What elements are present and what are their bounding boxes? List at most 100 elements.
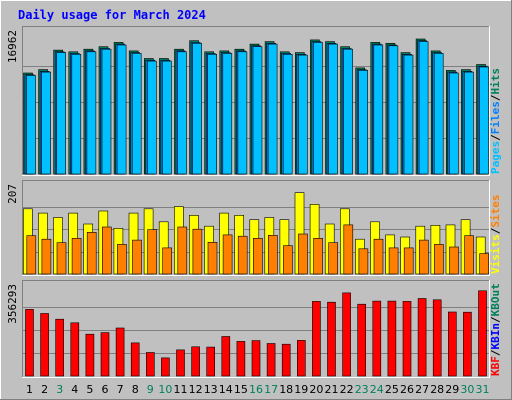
bar-kb-f-day-31	[478, 290, 487, 377]
day-label-31: 31	[476, 383, 490, 396]
bar-pages-day-15	[237, 51, 248, 175]
legend-entry: Hits	[489, 68, 502, 95]
bar-kb-f-day-14	[221, 336, 231, 377]
bar-kb-f-day-21	[327, 301, 336, 377]
bar-kb-f-day-25	[387, 300, 397, 377]
bar-sites-day-10	[162, 247, 172, 275]
bar-sites-day-25	[388, 247, 399, 275]
bar-kb-f-day-15	[236, 341, 246, 377]
bar-sites-day-3	[56, 242, 67, 275]
bar-kb-f-day-4	[70, 322, 80, 377]
panel-visits: 207 Visits/Sites	[6, 180, 502, 276]
day-label-3: 3	[56, 383, 63, 396]
bar-kb-f-day-11	[176, 349, 185, 377]
day-label-25: 25	[385, 383, 399, 396]
bar-sites-day-30	[464, 235, 474, 275]
day-label-15: 15	[234, 383, 248, 396]
bar-sites-day-21	[328, 242, 339, 275]
bar-kb-f-day-30	[463, 311, 472, 377]
bar-pages-day-19	[297, 54, 308, 175]
panel-hits-ymax-label: 16962	[6, 30, 19, 63]
bar-kb-f-day-12	[191, 346, 200, 377]
legend-entry: In	[489, 323, 502, 336]
bar-sites-day-22	[343, 224, 354, 275]
bar-kb-f-day-22	[342, 292, 351, 377]
bar-kb-f-day-5	[85, 333, 95, 377]
bar-pages-day-23	[358, 70, 369, 175]
bar-sites-day-29	[449, 246, 459, 275]
bar-sites-day-1	[26, 235, 37, 275]
bar-sites-day-31	[479, 253, 490, 275]
bar-sites-day-8	[132, 239, 142, 275]
bar-sites-day-11	[177, 226, 188, 275]
bar-pages-day-9	[147, 60, 157, 175]
panel-visits-legend: Visits/Sites	[489, 195, 502, 275]
day-label-16: 16	[249, 383, 263, 396]
legend-entry: Pages	[489, 141, 502, 174]
bar-sites-day-26	[403, 247, 414, 275]
bar-kb-f-day-7	[115, 327, 125, 377]
day-label-20: 20	[309, 383, 323, 396]
day-label-10: 10	[158, 383, 172, 396]
bar-kb-f-day-2	[40, 313, 49, 377]
day-label-28: 28	[430, 383, 444, 396]
legend-entry: /	[489, 349, 502, 356]
bar-pages-day-21	[328, 43, 338, 175]
bar-sites-day-12	[192, 228, 203, 275]
bar-pages-day-8	[131, 53, 142, 175]
bar-pages-day-5	[86, 51, 97, 175]
legend-entry: KB	[489, 362, 502, 376]
legend-entry: KB	[489, 303, 502, 317]
legend-entry: F	[489, 356, 502, 363]
day-label-5: 5	[86, 383, 93, 396]
legend-entry: /	[489, 316, 502, 323]
legend-entry: Sites	[489, 195, 502, 228]
bar-pages-day-31	[479, 66, 489, 175]
bar-pages-day-25	[388, 45, 399, 175]
legend-entry: Visits	[489, 234, 502, 274]
bar-pages-day-6	[101, 48, 112, 175]
bar-sites-day-19	[298, 233, 308, 275]
bar-pages-day-2	[41, 71, 51, 175]
bar-pages-day-22	[343, 48, 353, 175]
bar-sites-day-2	[41, 238, 52, 275]
bar-kb-f-day-26	[402, 301, 412, 377]
day-label-2: 2	[41, 383, 48, 396]
day-label-24: 24	[370, 383, 384, 396]
day-label-21: 21	[325, 383, 339, 396]
bar-kb-f-day-23	[357, 303, 367, 377]
day-label-27: 27	[415, 383, 429, 396]
bar-kb-f-day-8	[130, 342, 140, 377]
day-label-30: 30	[460, 383, 474, 396]
day-label-18: 18	[279, 383, 293, 396]
panel-visits-ymax-label: 207	[6, 184, 19, 204]
day-label-9: 9	[147, 383, 154, 396]
bar-sites-day-17	[267, 235, 278, 275]
bar-sites-day-16	[253, 238, 263, 275]
bar-pages-day-16	[252, 46, 263, 175]
day-label-6: 6	[102, 383, 109, 396]
bar-pages-day-18	[282, 53, 293, 175]
bar-kb-f-day-20	[312, 301, 321, 377]
bar-sites-day-9	[147, 229, 157, 275]
bar-kb-f-day-18	[281, 343, 291, 377]
bar-sites-day-24	[373, 238, 384, 275]
bar-kb-f-day-29	[447, 311, 457, 377]
bar-pages-day-10	[162, 60, 172, 175]
panel-hits: 16962 Pages/Files/Hits	[6, 26, 502, 176]
bar-pages-day-13	[207, 53, 217, 175]
bar-sites-day-13	[207, 242, 218, 275]
bar-sites-day-5	[86, 232, 97, 275]
bar-kb-f-day-17	[266, 343, 276, 377]
day-label-17: 17	[264, 383, 278, 396]
bar-pages-day-29	[448, 72, 459, 175]
bar-pages-day-14	[222, 53, 233, 175]
chart-title: Daily usage for March 2024	[18, 8, 206, 22]
bar-pages-day-12	[192, 42, 202, 175]
bar-kb-f-day-10	[161, 357, 170, 377]
day-label-12: 12	[189, 383, 203, 396]
panel-hits-legend: Pages/Files/Hits	[489, 68, 502, 174]
